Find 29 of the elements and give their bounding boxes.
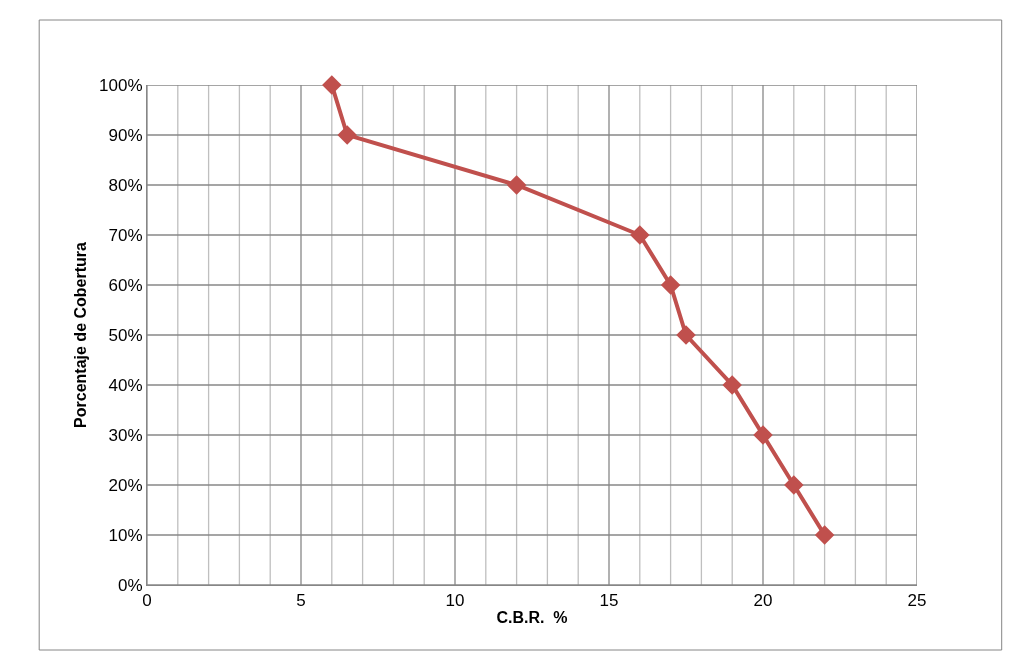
point: [322, 75, 342, 95]
point: [676, 325, 696, 345]
point: [784, 475, 804, 495]
point: [814, 525, 835, 545]
point: [660, 275, 681, 295]
point: [337, 125, 357, 145]
y-tick-label: 10%: [108, 525, 143, 545]
point: [630, 225, 650, 245]
point: [722, 375, 742, 395]
x-tick-label: 0: [142, 591, 152, 611]
x-tick-label: 10: [445, 591, 465, 611]
x-axis-title: C.B.R. %: [496, 609, 568, 627]
x-tick-label: 5: [296, 591, 306, 611]
y-tick-label: 0%: [118, 575, 143, 595]
x-tick-label: 25: [907, 591, 927, 611]
y-tick-label: 100%: [99, 75, 143, 95]
y-tick-label: 60%: [108, 275, 143, 295]
y-tick-label: 30%: [108, 425, 143, 445]
y-tick-label: 40%: [108, 375, 143, 395]
y-tick-label: 90%: [108, 125, 143, 145]
y-tick-label: 80%: [108, 175, 143, 195]
y-tick-label: 20%: [108, 475, 143, 495]
x-tick-label: 15: [599, 591, 619, 611]
point: [506, 175, 527, 195]
x-tick-label: 20: [753, 591, 773, 611]
point: [753, 425, 773, 445]
y-axis-title: Porcentaje de Cobertura: [72, 241, 90, 428]
y-tick-label: 50%: [108, 325, 143, 345]
y-tick-label: 70%: [108, 225, 143, 245]
